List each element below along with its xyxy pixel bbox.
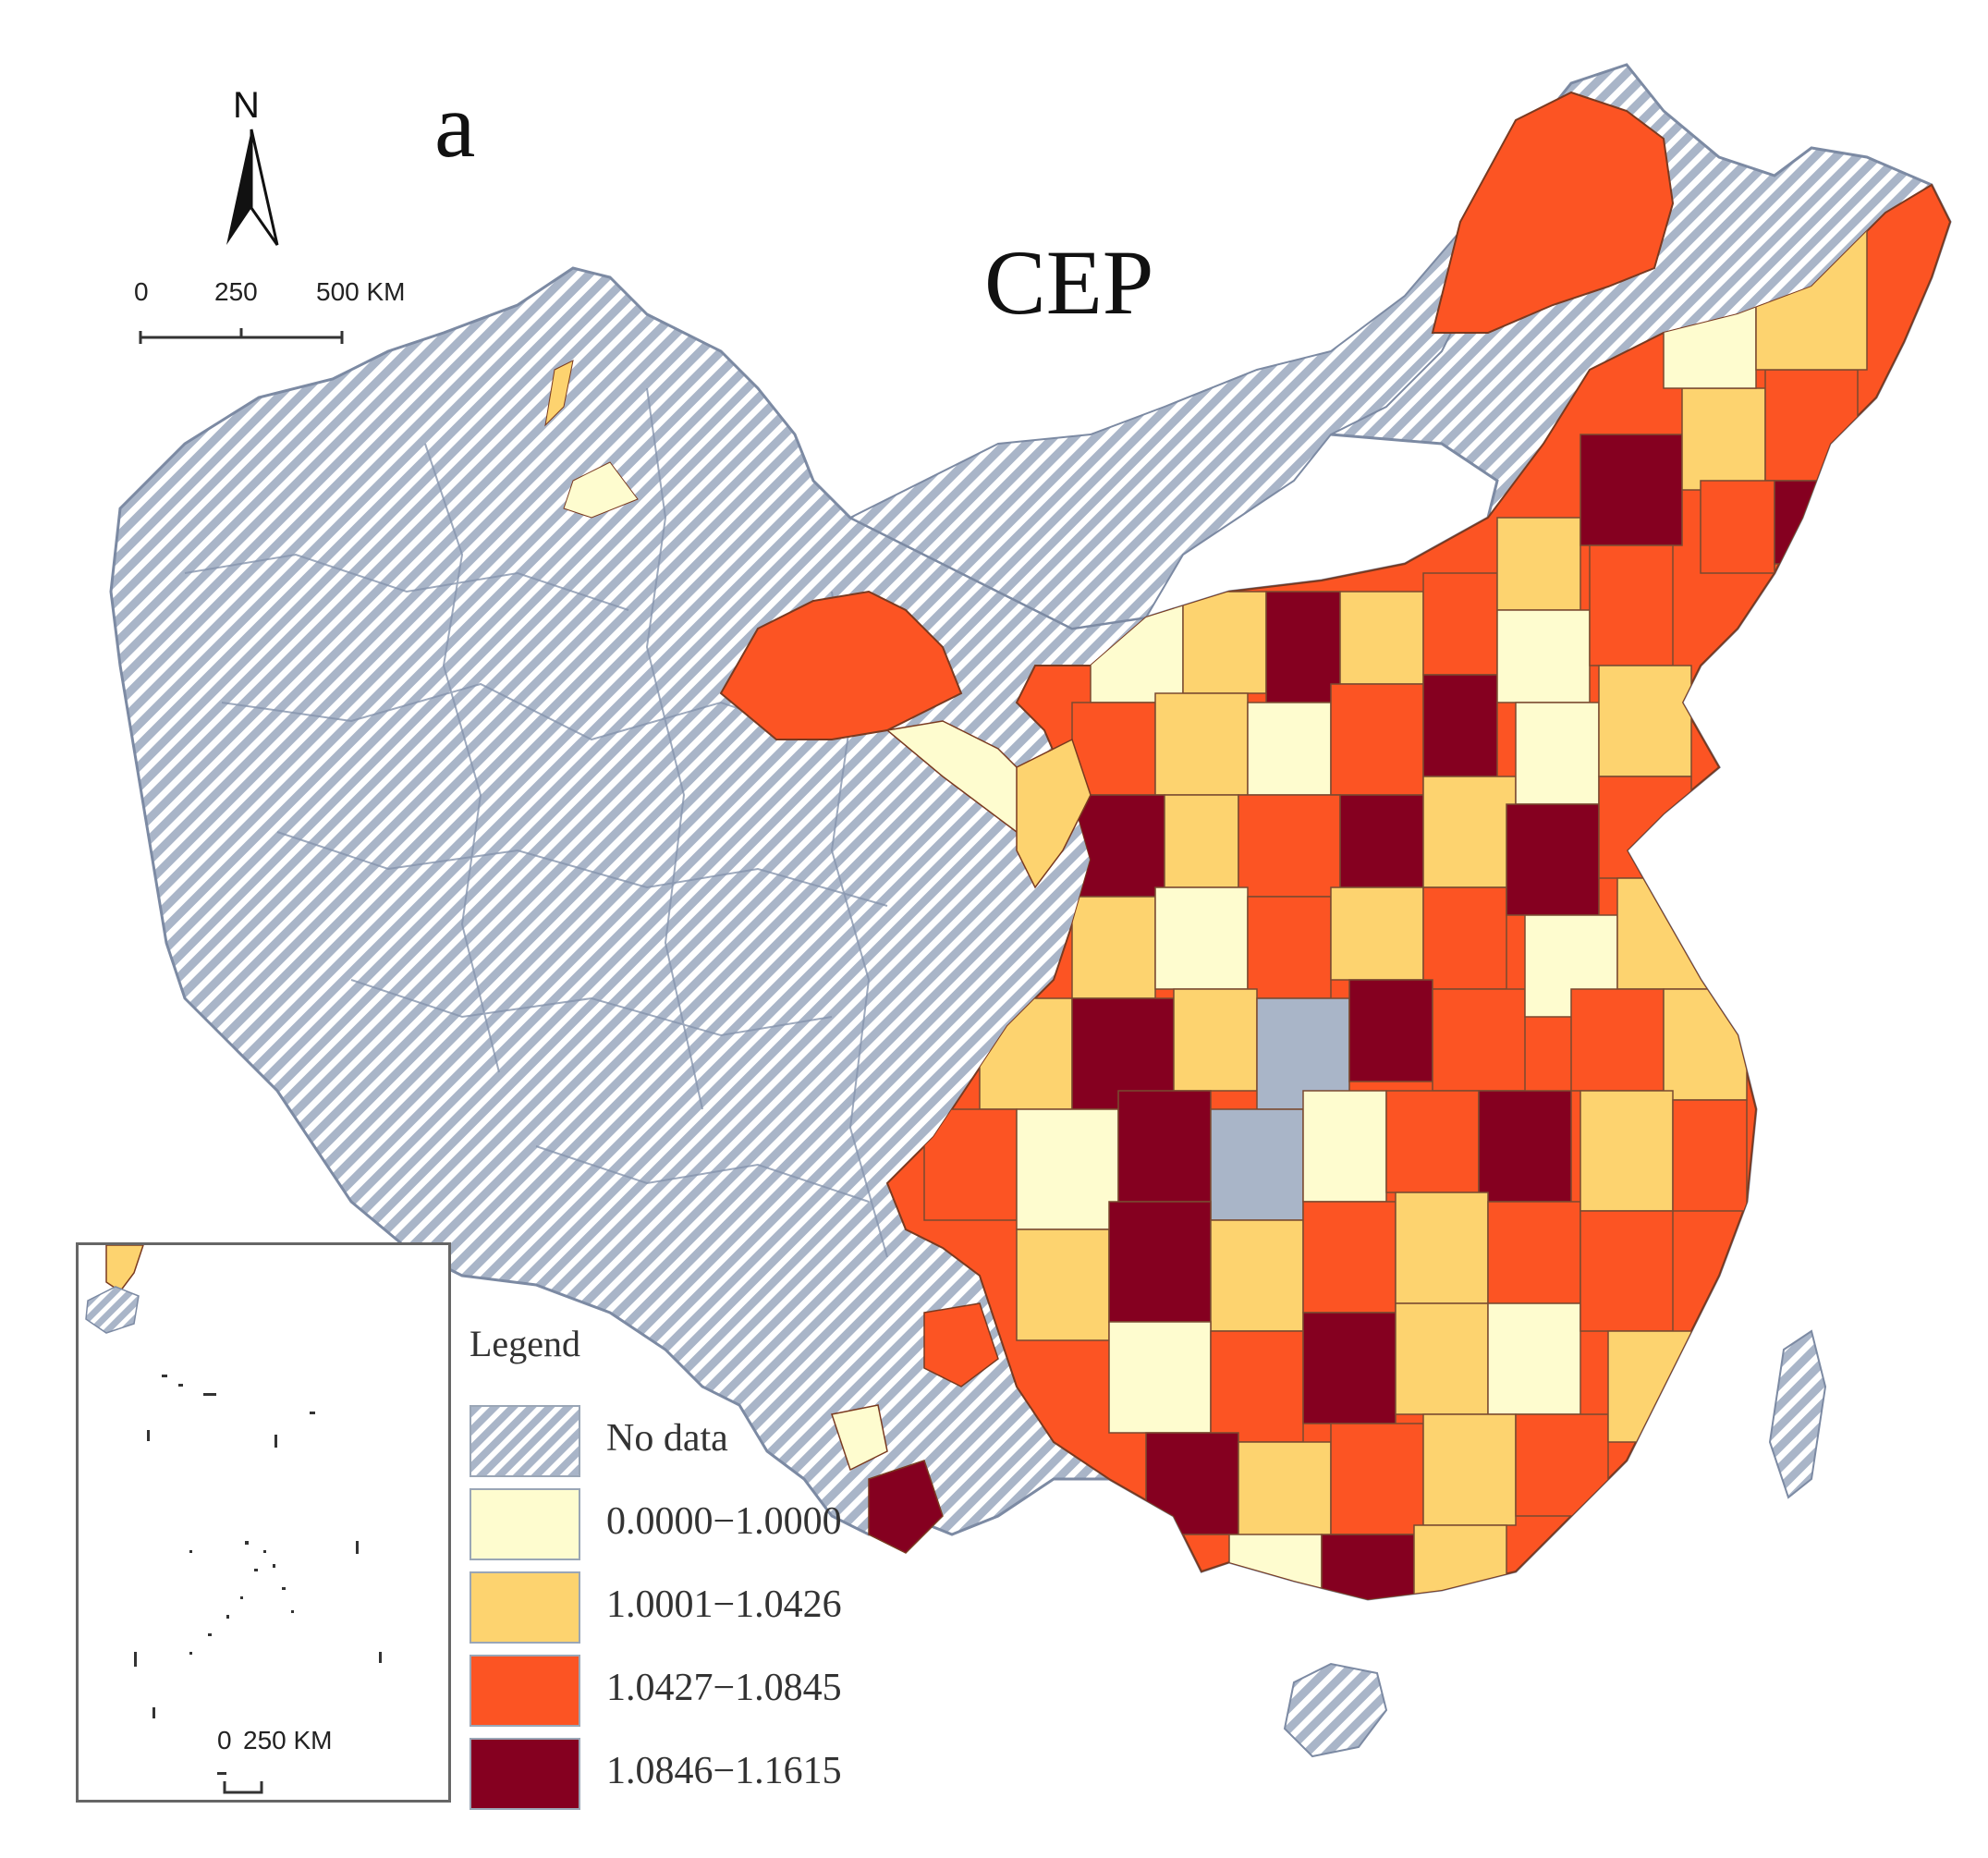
legend-label-3: 1.0427−1.0845 (606, 1667, 842, 1709)
scale-tick-500: 500 KM (316, 277, 406, 306)
legend-item-2: 1.0001−1.0426 (470, 1571, 895, 1645)
hainan-island (1283, 1662, 1388, 1758)
scale-tick-0: 0 (134, 277, 149, 306)
legend-swatch-2 (470, 1571, 580, 1644)
inset-scale-tick-250: 250 KM (243, 1726, 333, 1754)
gansu-corridor-2 (1016, 738, 1092, 889)
scale-bar (139, 328, 344, 344)
north-label: N (233, 85, 260, 126)
legend-swatch-1 (470, 1488, 580, 1560)
yunnan-cell-1 (923, 1302, 999, 1387)
legend-item-1: 0.0000−1.0000 (470, 1488, 895, 1562)
south-china-sea-inset: 0 250 KM (76, 1242, 451, 1803)
panel-letter: a (434, 74, 476, 177)
legend-label-1: 0.0000−1.0000 (606, 1500, 842, 1543)
legend-label-no-data: No data (606, 1417, 728, 1460)
legend-item-no-data: No data (470, 1405, 895, 1479)
gansu-region (719, 590, 963, 740)
map-title: CEP (984, 231, 1154, 334)
inset-mainland-coast (105, 1245, 144, 1293)
inset-map (85, 1245, 382, 1794)
legend-item-4: 1.0846−1.1615 (470, 1738, 895, 1812)
heilongjiang-north (1431, 91, 1675, 334)
scale-tick-250: 250 (214, 277, 258, 306)
inset-islands (134, 1375, 382, 1775)
legend-swatch-no-data (470, 1405, 580, 1477)
inset-scale-bar (223, 1781, 263, 1794)
yunnan-cell-2 (868, 1460, 944, 1554)
inset-hainan (85, 1286, 140, 1334)
legend: Legend No data 0.0000−1.0000 1.0001−1.04… (462, 1322, 887, 1810)
north-arrow-icon (226, 128, 279, 246)
inset-scale-tick-0: 0 (217, 1726, 232, 1754)
legend-title: Legend (470, 1323, 580, 1364)
legend-swatch-3 (470, 1655, 580, 1727)
legend-item-3: 1.0427−1.0845 (470, 1655, 895, 1729)
xinjiang-cell-2 (563, 461, 639, 519)
legend-label-4: 1.0846−1.1615 (606, 1750, 842, 1792)
yunnan-cell-3 (831, 1404, 888, 1472)
legend-swatch-4 (470, 1738, 580, 1810)
legend-label-2: 1.0001−1.0426 (606, 1583, 842, 1626)
taiwan-island (1768, 1329, 1827, 1499)
xinjiang-cell-1 (544, 360, 574, 427)
